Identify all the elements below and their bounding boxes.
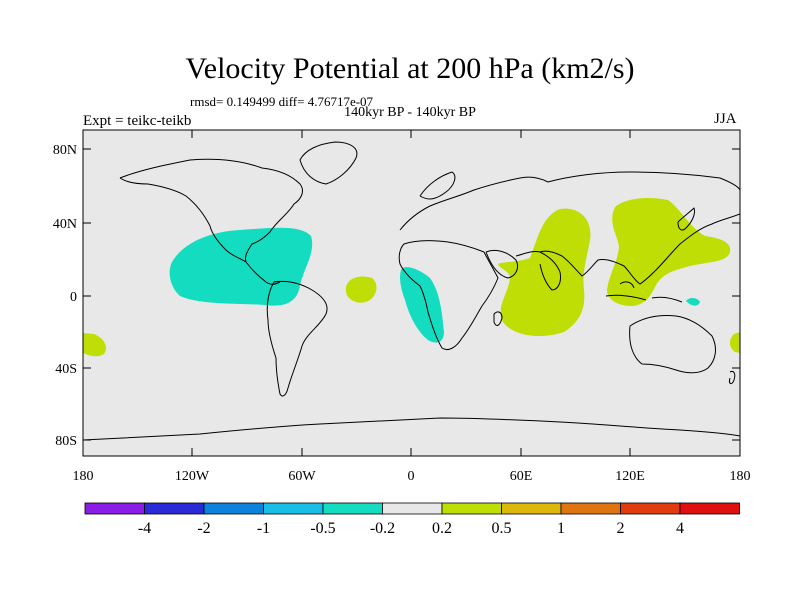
lat-label: 80S — [55, 434, 77, 449]
colorbar-label: -4 — [138, 520, 151, 537]
colorbar-labels: -4 -2 -1 -0.5 -0.2 0.2 0.5 1 2 4 — [138, 520, 684, 537]
colorbar-box — [679, 502, 740, 515]
colorbar-label: 0.5 — [492, 520, 512, 537]
colorbar-box — [501, 502, 562, 515]
colorbar-box — [263, 502, 324, 515]
green-region-indian-ocean — [498, 208, 591, 337]
colorbar-box — [203, 502, 264, 515]
positive-anomaly-regions — [83, 198, 740, 357]
colorbar-label: -2 — [197, 520, 210, 537]
coast-africa — [398, 240, 499, 351]
lon-label: 180 — [730, 469, 751, 484]
colorbar-box — [560, 502, 621, 515]
coast-north-america — [119, 158, 303, 263]
coast-japan — [677, 207, 695, 231]
colorbar-box — [84, 502, 145, 515]
plot-title: Velocity Potential at 200 hPa (km2/s) — [185, 52, 635, 85]
colorbar-label: 1 — [557, 520, 565, 537]
colorbar-label: 4 — [676, 520, 684, 537]
lon-label: 180 — [73, 469, 94, 484]
lat-label: 0 — [70, 290, 77, 305]
colorbar-box — [382, 502, 443, 515]
lon-label: 120W — [175, 469, 210, 484]
green-region-asia-pacific — [607, 198, 731, 306]
green-region-east-edge — [729, 332, 740, 353]
stats-line: rmsd= 0.149499 diff= 4.76717e-07 — [190, 94, 374, 109]
cyan-region-tropical-americas — [169, 227, 313, 306]
colorbar-label: -0.2 — [370, 520, 395, 537]
coast-indonesia — [605, 281, 683, 303]
cyan-region-west-pacific — [686, 298, 700, 306]
lon-label: 60E — [510, 469, 533, 484]
colorbar-box — [144, 502, 205, 515]
lat-label: 40N — [53, 217, 77, 232]
coast-new-zealand — [729, 371, 736, 385]
colorbar-box — [441, 502, 502, 515]
coastlines — [83, 141, 740, 441]
coast-central-america — [245, 261, 281, 285]
lon-labels: 180 120W 60W 0 60E 120E 180 — [73, 469, 751, 484]
coast-arabia — [485, 249, 519, 279]
colorbar-box — [620, 502, 681, 515]
coast-south-america — [266, 280, 328, 397]
lon-label: 0 — [408, 469, 415, 484]
coast-antarctica — [83, 417, 740, 441]
cyan-region-south-atlantic — [400, 267, 444, 343]
lat-labels: 80N 40N 0 40S 80S — [53, 143, 77, 449]
colorbar-label: -1 — [257, 520, 270, 537]
period-label: 140kyr BP - 140kyr BP — [344, 105, 476, 120]
coast-scandinavia — [419, 171, 456, 200]
lat-label: 80N — [53, 143, 77, 158]
lat-label: 40S — [55, 362, 77, 377]
colorbar-label: 0.2 — [432, 520, 452, 537]
coast-australia — [629, 315, 716, 374]
colorbar — [84, 502, 740, 515]
negative-anomaly-regions — [169, 227, 700, 343]
coast-europe — [399, 176, 549, 231]
colorbar-box — [322, 502, 383, 515]
season-label: JJA — [714, 111, 737, 127]
coast-greenland — [299, 141, 358, 185]
green-region-west-edge — [83, 333, 106, 357]
coast-madagascar — [493, 311, 503, 326]
coast-asia — [515, 171, 740, 285]
lat-tick-marks — [83, 148, 740, 441]
colorbar-label: -0.5 — [310, 520, 335, 537]
green-region-atlantic — [345, 276, 377, 303]
lon-tick-marks — [82, 130, 741, 456]
lon-label: 120E — [615, 469, 645, 484]
coast-india — [539, 251, 561, 291]
lon-label: 60W — [288, 469, 316, 484]
experiment-label: Expt = teikc-teikb — [83, 113, 192, 129]
colorbar-label: 2 — [617, 520, 625, 537]
